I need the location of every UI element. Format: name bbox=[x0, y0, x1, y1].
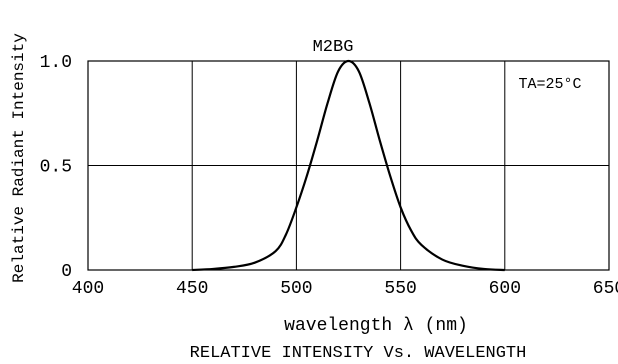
y-tick-label: 0 bbox=[61, 262, 72, 282]
temperature-annotation: TA=25°C bbox=[518, 76, 581, 93]
x-tick-label: 550 bbox=[384, 279, 416, 299]
y-axis-label: Relative Radiant Intensity bbox=[10, 33, 28, 283]
chart-caption: RELATIVE INTENSITY Vs. WAVELENGTH bbox=[190, 344, 527, 363]
x-tick-label: 650 bbox=[593, 279, 618, 299]
x-tick-label: 600 bbox=[489, 279, 521, 299]
x-tick-label: 400 bbox=[72, 279, 104, 299]
x-tick-label: 450 bbox=[176, 279, 208, 299]
y-tick-label: 1.0 bbox=[40, 53, 72, 73]
y-tick-label: 0.5 bbox=[40, 158, 72, 178]
x-tick-labels: 400 450 500 550 600 650 bbox=[72, 279, 618, 299]
chart-title: M2BG bbox=[313, 38, 354, 57]
y-tick-labels: 0 0.5 1.0 bbox=[40, 53, 72, 282]
x-tick-label: 500 bbox=[280, 279, 312, 299]
x-axis-label: wavelength λ (nm) bbox=[284, 316, 468, 336]
